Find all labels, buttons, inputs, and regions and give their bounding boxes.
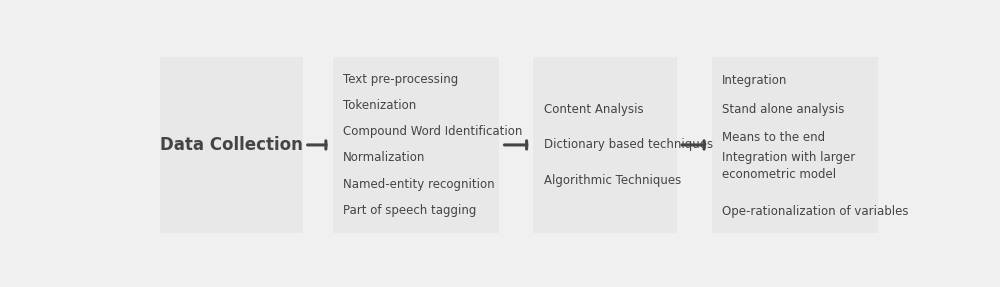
FancyBboxPatch shape [712,57,878,233]
FancyBboxPatch shape [533,57,677,233]
Text: Data Collection: Data Collection [160,136,303,154]
Text: Ope-rationalization of variables: Ope-rationalization of variables [722,205,908,218]
Text: Content Analysis: Content Analysis [544,103,643,116]
Text: Integration with larger
econometric model: Integration with larger econometric mode… [722,152,855,181]
FancyBboxPatch shape [160,57,303,233]
FancyBboxPatch shape [333,57,499,233]
Text: Algorithmic Techniques: Algorithmic Techniques [544,174,681,187]
Text: Named-entity recognition: Named-entity recognition [343,178,494,191]
Text: Tokenization: Tokenization [343,99,416,112]
Text: Text pre-processing: Text pre-processing [343,73,458,86]
Text: Stand alone analysis: Stand alone analysis [722,102,844,116]
Text: Means to the end: Means to the end [722,131,825,144]
Text: Normalization: Normalization [343,152,425,164]
Text: Compound Word Identification: Compound Word Identification [343,125,522,138]
Text: Part of speech tagging: Part of speech tagging [343,204,476,217]
Text: Dictionary based techniques: Dictionary based techniques [544,138,713,152]
Text: Integration: Integration [722,74,787,87]
